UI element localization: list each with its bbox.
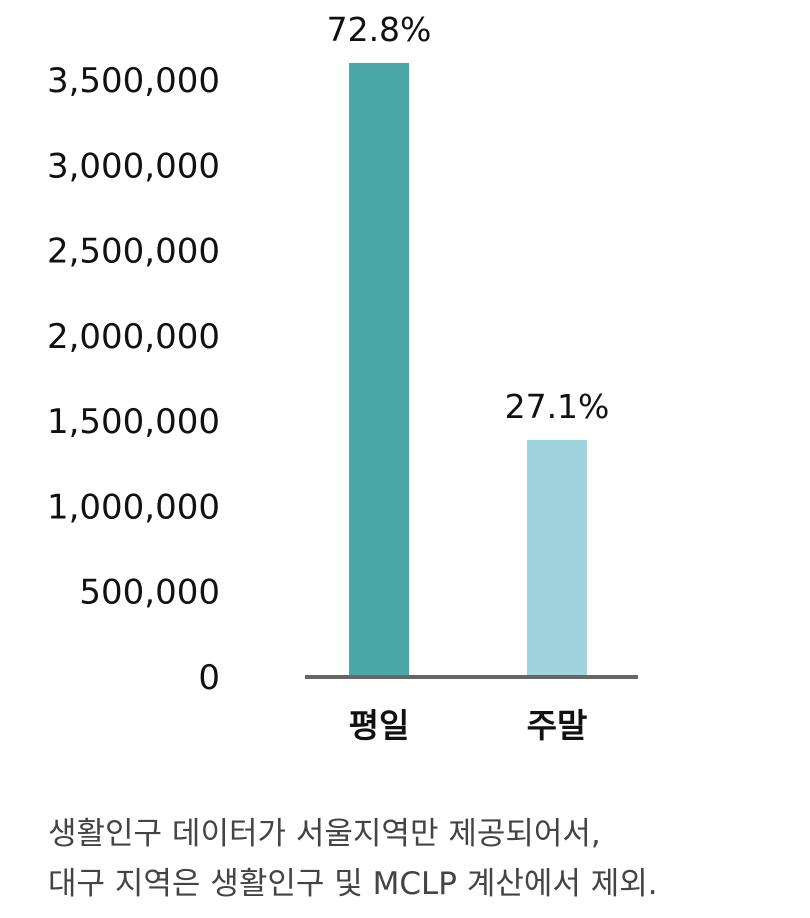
bar-chart: 0 500,000 1,000,000 1,500,000 2,000,000 2,500…	[47, 10, 638, 745]
y-tick-label: 500,000	[79, 573, 220, 613]
x-category-label: 평일	[349, 706, 410, 745]
y-tick-label: 3,000,000	[47, 146, 220, 186]
bar	[527, 439, 587, 677]
bar	[349, 62, 409, 677]
footnote-line-1: 생활인구 데이터가 서울지역만 제공되어서,	[48, 816, 601, 852]
y-tick-label: 1,500,000	[47, 402, 220, 442]
y-tick-label: 2,000,000	[47, 317, 220, 357]
bar-data-label: 27.1%	[505, 387, 610, 426]
footnote-line-2: 대구 지역은 생활인구 및 MCLP 계산에서 제외.	[48, 866, 658, 902]
data-labels: 72.8% 27.1%	[327, 10, 610, 426]
y-tick-label: 3,500,000	[47, 61, 220, 101]
bar-data-label: 72.8%	[327, 10, 432, 49]
y-axis-ticks: 0 500,000 1,000,000 1,500,000 2,000,000 2,500…	[47, 61, 220, 698]
bars	[349, 62, 587, 677]
category-labels: 평일 주말	[349, 706, 588, 745]
y-tick-label: 1,000,000	[47, 487, 220, 527]
y-tick-label: 2,500,000	[47, 232, 220, 272]
x-category-label: 주말	[527, 706, 588, 745]
y-tick-label: 0	[198, 658, 220, 698]
